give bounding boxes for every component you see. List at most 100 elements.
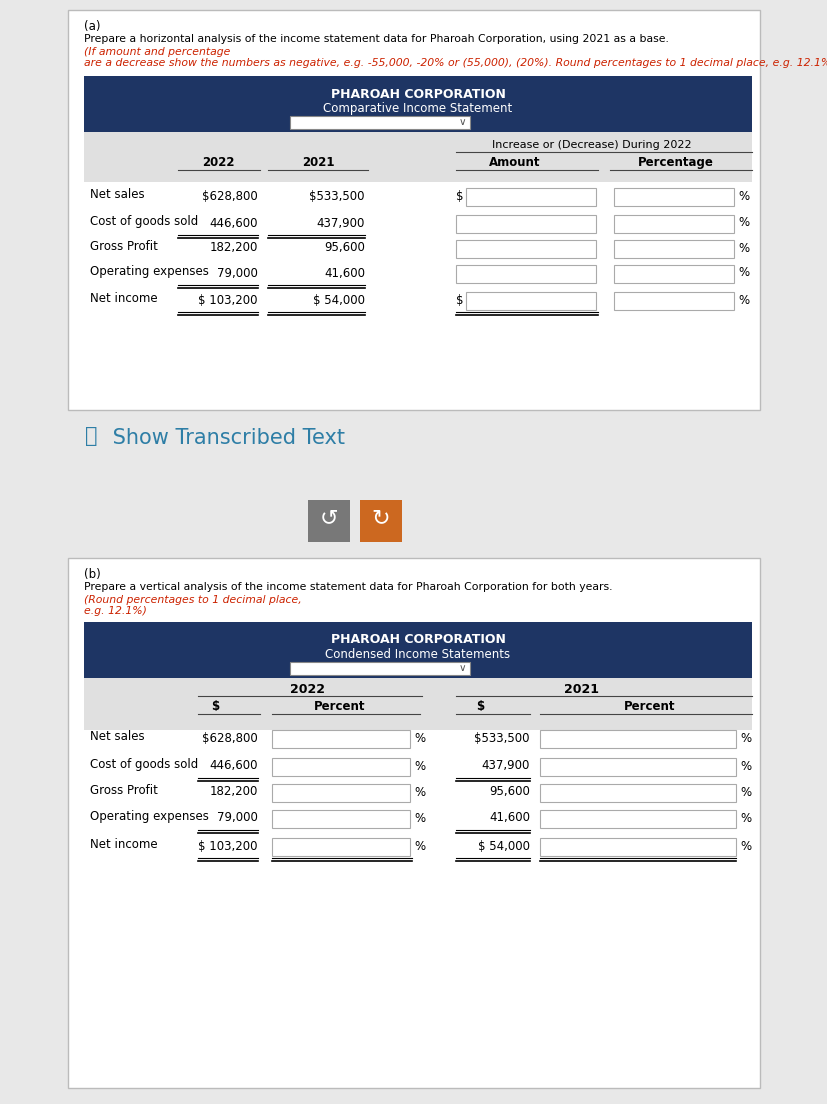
Text: Condensed Income Statements: Condensed Income Statements (325, 648, 510, 661)
Bar (539, 784, 735, 802)
Text: 95,600: 95,600 (323, 242, 365, 255)
Bar (614, 291, 733, 310)
Text: PHAROAH CORPORATION: PHAROAH CORPORATION (330, 88, 504, 100)
Text: $ 54,000: $ 54,000 (313, 294, 365, 307)
Text: %: % (414, 760, 424, 773)
Text: 79,000: 79,000 (217, 811, 258, 825)
Text: Comparative Income Statement: Comparative Income Statement (323, 102, 512, 115)
Bar (539, 730, 735, 749)
Bar (614, 265, 733, 283)
Bar (614, 215, 733, 233)
Text: $628,800: $628,800 (202, 190, 258, 202)
Text: %: % (737, 242, 748, 255)
Bar (360, 500, 402, 542)
Text: 2021: 2021 (564, 683, 599, 696)
Bar (289, 116, 470, 129)
Text: $ 103,200: $ 103,200 (198, 839, 258, 852)
Text: 437,900: 437,900 (316, 216, 365, 230)
Bar (289, 662, 470, 675)
Bar (456, 265, 595, 283)
Text: %: % (414, 786, 424, 798)
Bar (308, 500, 350, 542)
Text: $: $ (476, 700, 484, 713)
Text: 437,900: 437,900 (481, 760, 529, 773)
Bar (272, 838, 409, 856)
Text: %: % (414, 839, 424, 852)
Text: %: % (739, 839, 750, 852)
Text: ↻: ↻ (371, 508, 390, 528)
Bar (456, 215, 595, 233)
Text: 2021: 2021 (301, 156, 334, 169)
Text: Net sales: Net sales (90, 730, 145, 743)
Text: Net income: Net income (90, 291, 157, 305)
Bar (272, 730, 409, 749)
Text: ∨: ∨ (458, 664, 466, 673)
Text: 2022: 2022 (202, 156, 234, 169)
Text: 41,600: 41,600 (489, 811, 529, 825)
Text: Cost of goods sold: Cost of goods sold (90, 758, 198, 771)
Bar (272, 758, 409, 776)
Text: 446,600: 446,600 (209, 216, 258, 230)
Text: %: % (739, 811, 750, 825)
Text: %: % (737, 266, 748, 279)
Text: (a): (a) (84, 20, 100, 33)
Text: 2022: 2022 (290, 683, 325, 696)
Bar (272, 784, 409, 802)
Text: ∨: ∨ (458, 117, 466, 127)
Text: Gross Profit: Gross Profit (90, 240, 158, 253)
Text: Show Transcribed Text: Show Transcribed Text (106, 428, 345, 448)
Bar (614, 188, 733, 206)
Bar (84, 76, 751, 132)
Text: %: % (414, 732, 424, 744)
Text: PHAROAH CORPORATION: PHAROAH CORPORATION (330, 633, 504, 646)
Bar (539, 838, 735, 856)
Text: ⦿: ⦿ (85, 426, 98, 446)
Text: Operating expenses: Operating expenses (90, 810, 208, 822)
Text: $533,500: $533,500 (474, 732, 529, 744)
Text: %: % (739, 786, 750, 798)
Bar (539, 810, 735, 828)
Text: are a decrease show the numbers as negative, e.g. -55,000, -20% or (55,000), (20: are a decrease show the numbers as negat… (84, 59, 827, 68)
Text: Prepare a horizontal analysis of the income statement data for Pharoah Corporati: Prepare a horizontal analysis of the inc… (84, 34, 668, 44)
Bar (539, 758, 735, 776)
Text: 79,000: 79,000 (217, 266, 258, 279)
Bar (466, 188, 595, 206)
Bar (84, 622, 751, 678)
Text: $ 54,000: $ 54,000 (477, 839, 529, 852)
Text: $: $ (456, 190, 463, 202)
Bar (466, 291, 595, 310)
Text: Gross Profit: Gross Profit (90, 784, 158, 797)
Text: (b): (b) (84, 567, 101, 581)
Text: Prepare a vertical analysis of the income statement data for Pharoah Corporation: Prepare a vertical analysis of the incom… (84, 582, 612, 592)
Text: 182,200: 182,200 (209, 786, 258, 798)
Text: Increase or (Decrease) During 2022: Increase or (Decrease) During 2022 (491, 140, 691, 150)
Text: ↺: ↺ (319, 508, 338, 528)
Text: %: % (737, 190, 748, 202)
Text: $ 103,200: $ 103,200 (198, 294, 258, 307)
Bar (84, 678, 751, 730)
Text: %: % (739, 760, 750, 773)
Text: Percentage: Percentage (638, 156, 713, 169)
Text: Amount: Amount (489, 156, 540, 169)
Text: 41,600: 41,600 (323, 266, 365, 279)
Text: Percent: Percent (624, 700, 675, 713)
Text: %: % (739, 732, 750, 744)
Text: $: $ (211, 700, 219, 713)
Bar (68, 558, 759, 1089)
Text: $: $ (456, 294, 463, 307)
Text: 95,600: 95,600 (489, 786, 529, 798)
Text: %: % (737, 294, 748, 307)
Text: (Round percentages to 1 decimal place,: (Round percentages to 1 decimal place, (84, 595, 301, 605)
Text: $628,800: $628,800 (202, 732, 258, 744)
Text: 182,200: 182,200 (209, 242, 258, 255)
Text: Cost of goods sold: Cost of goods sold (90, 215, 198, 229)
Text: Net income: Net income (90, 838, 157, 851)
Bar (84, 132, 751, 182)
Bar (272, 810, 409, 828)
Bar (68, 10, 759, 410)
Text: Net sales: Net sales (90, 188, 145, 201)
Bar (614, 240, 733, 258)
Text: $533,500: $533,500 (309, 190, 365, 202)
Text: (If amount and percentage: (If amount and percentage (84, 47, 230, 57)
Text: %: % (414, 811, 424, 825)
